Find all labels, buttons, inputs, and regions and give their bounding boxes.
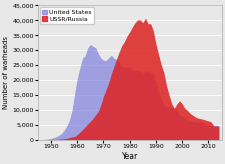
Y-axis label: Number of warheads: Number of warheads [3,36,9,109]
X-axis label: Year: Year [122,152,138,161]
Legend: United States, USSR/Russia: United States, USSR/Russia [40,7,94,24]
